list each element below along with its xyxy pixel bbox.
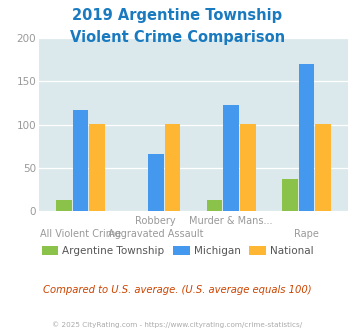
Text: Violent Crime Comparison: Violent Crime Comparison bbox=[70, 30, 285, 45]
Text: Robbery: Robbery bbox=[136, 216, 176, 226]
Bar bbox=[223, 105, 239, 211]
Bar bbox=[73, 110, 88, 211]
Text: © 2025 CityRating.com - https://www.cityrating.com/crime-statistics/: © 2025 CityRating.com - https://www.city… bbox=[53, 322, 302, 328]
Bar bbox=[164, 124, 180, 211]
Bar bbox=[148, 154, 164, 211]
Bar bbox=[89, 124, 105, 211]
Text: Rape: Rape bbox=[294, 229, 319, 239]
Text: Compared to U.S. average. (U.S. average equals 100): Compared to U.S. average. (U.S. average … bbox=[43, 285, 312, 295]
Bar bbox=[282, 179, 298, 211]
Text: All Violent Crime: All Violent Crime bbox=[40, 229, 121, 239]
Bar bbox=[299, 64, 314, 211]
Bar bbox=[240, 124, 256, 211]
Legend: Argentine Township, Michigan, National: Argentine Township, Michigan, National bbox=[37, 242, 318, 260]
Text: 2019 Argentine Township: 2019 Argentine Township bbox=[72, 8, 283, 23]
Bar bbox=[207, 200, 223, 211]
Text: Murder & Mans...: Murder & Mans... bbox=[189, 216, 273, 226]
Bar bbox=[56, 200, 72, 211]
Bar bbox=[315, 124, 331, 211]
Text: Aggravated Assault: Aggravated Assault bbox=[108, 229, 203, 239]
